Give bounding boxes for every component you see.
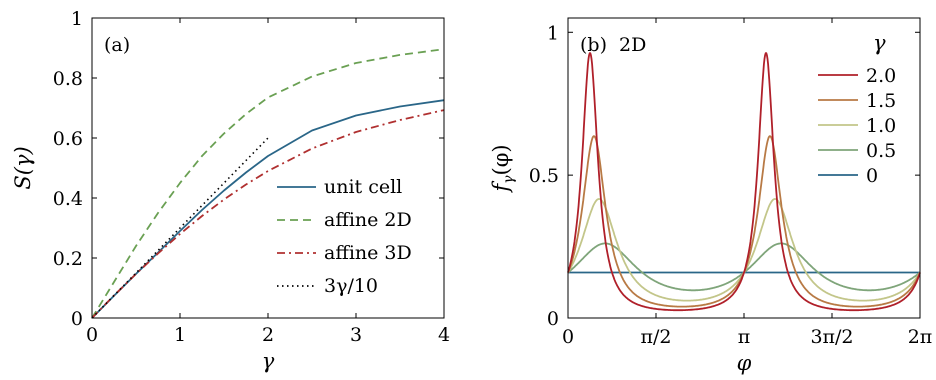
panel-b-y-tick-label: 0.5 <box>529 165 559 187</box>
panel-a-x-tick-label: 1 <box>174 324 186 346</box>
panel-b-y-sub: γ <box>501 175 517 184</box>
panel-b-x-tick-label: 3π/2 <box>810 326 853 348</box>
panel-b-x-tick-label: 0 <box>562 326 574 348</box>
panel-b-ticks: 0 π/2 π 3π/2 2π 0 0.5 1 <box>529 18 933 348</box>
panel-b-curves <box>567 52 921 312</box>
panel-b-legend-label: 1.5 <box>866 90 896 112</box>
panel-a-legend-label: affine 2D <box>324 209 412 231</box>
panel-a: 0 1 2 3 4 0 0.2 0.4 0.6 0.8 1 (a) γ S(γ) unit cell… <box>11 8 450 373</box>
panel-b-note: 2D <box>619 34 646 56</box>
panel-a-series-line <box>91 99 445 319</box>
panel-b-legend-label: 2.0 <box>866 65 896 87</box>
panel-a-y-tick-label: 0 <box>71 308 83 330</box>
panel-a-legend: unit cell affine 2D affine 3D 3γ/10 <box>277 176 412 297</box>
panel-a-curves <box>91 48 445 319</box>
panel-a-series-line <box>91 109 445 319</box>
panel-a-x-tick-label: 2 <box>262 324 274 346</box>
panel-b-legend-label: 1.0 <box>866 115 896 137</box>
panel-b-y-main: f <box>489 181 513 194</box>
panel-a-y-tick-label: 0.6 <box>53 128 83 150</box>
panel-a-y-tick-label: 0.2 <box>53 248 83 270</box>
panel-a-frame <box>91 17 445 319</box>
panel-a-y-tick-label: 0.8 <box>53 68 83 90</box>
panel-b-series-line <box>567 242 921 292</box>
panel-a-x-axis-label: γ <box>262 349 275 373</box>
panel-a-legend-label: affine 3D <box>324 242 412 264</box>
panel-b-series-line <box>567 198 921 302</box>
panel-b-legend-label: 0.5 <box>866 140 896 162</box>
panel-a-y-tick-label: 1 <box>71 8 83 30</box>
panel-b-x-axis-label: φ <box>737 351 752 375</box>
panel-a-x-tick-label: 0 <box>86 324 98 346</box>
panel-b-label: (b) 2D <box>580 34 646 56</box>
panel-a-legend-label: unit cell <box>324 176 402 198</box>
panel-b-y-tick-label: 0 <box>547 308 559 330</box>
panel-a-x-tick-label: 4 <box>438 324 450 346</box>
panel-b-series-line <box>567 52 921 312</box>
panel-b-y-axis-label: fγ(φ) <box>489 144 517 193</box>
panel-a-label: (a) <box>104 34 130 56</box>
panel-a-series-line <box>91 137 269 319</box>
panel-b-y-tick-label: 1 <box>547 22 559 44</box>
panel-b-label-id: (b) <box>580 34 607 56</box>
panel-a-series-line <box>91 48 445 319</box>
panel-b-legend-label: 0 <box>866 165 878 187</box>
panel-b-x-tick-label: π/2 <box>641 326 672 348</box>
panel-b-legend-title: γ <box>873 31 886 55</box>
panel-a-y-tick-label: 0.4 <box>53 188 83 210</box>
panel-b-x-tick-label: π <box>738 326 751 348</box>
panel-a-x-tick-label: 3 <box>350 324 362 346</box>
panel-b-y-arg: (φ) <box>489 144 513 175</box>
panel-a-y-axis-label: S(γ) <box>11 146 35 189</box>
panel-b-legend: γ 2.0 1.5 1.0 0.5 0 <box>818 31 896 187</box>
panel-a-legend-label: 3γ/10 <box>324 275 378 297</box>
panel-b-frame <box>567 17 921 319</box>
panel-b-x-tick-label: 2π <box>908 326 933 348</box>
